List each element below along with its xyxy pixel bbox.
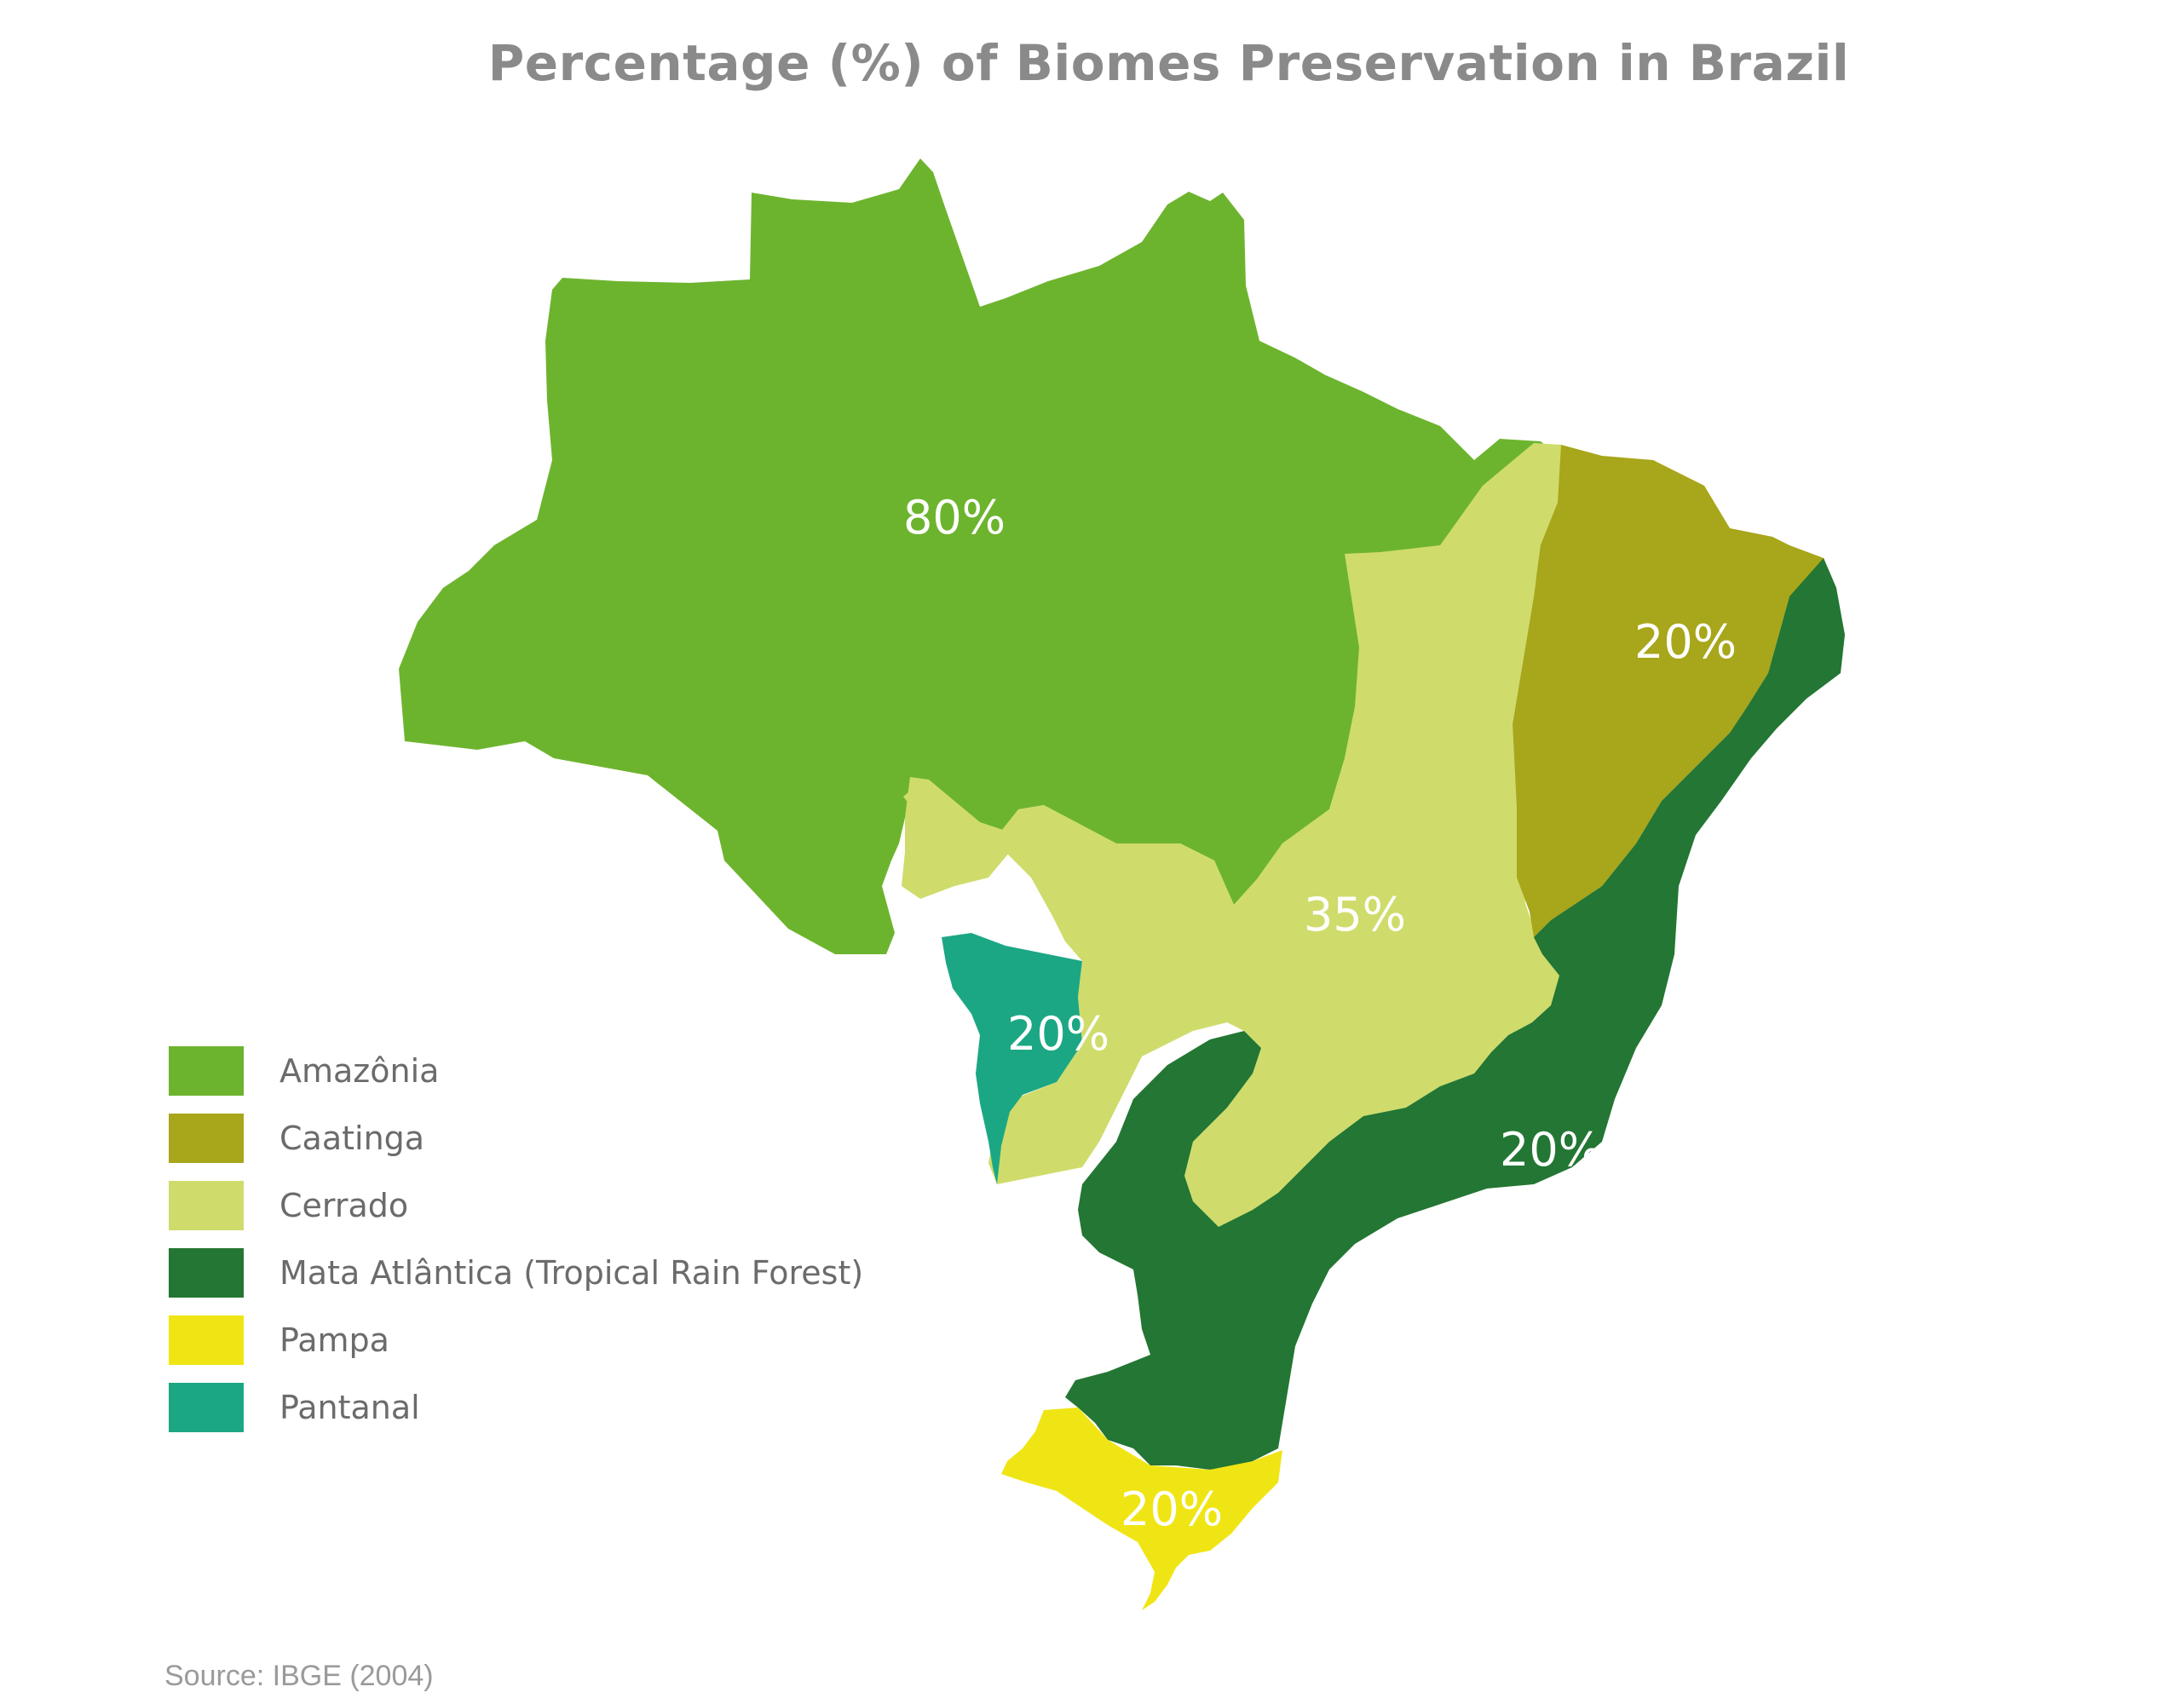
legend-swatch-pampa: [169, 1315, 244, 1365]
legend-label-caatinga: Caatinga: [279, 1120, 425, 1157]
region-pantanal[interactable]: [942, 933, 1082, 1184]
label-amazonia: 80%: [903, 491, 1006, 544]
legend: Amazônia Caatinga Cerrado Mata Atlântica…: [169, 1046, 863, 1450]
label-pantanal: 20%: [1007, 1007, 1109, 1061]
chart-title: Percentage (%) of Biomes Preservation in…: [0, 34, 2184, 92]
legend-label-cerrado: Cerrado: [279, 1187, 409, 1224]
legend-swatch-amazonia: [169, 1046, 244, 1096]
legend-swatch-mata-atlantica: [169, 1248, 244, 1298]
label-mata-atlantica: 20%: [1500, 1123, 1602, 1177]
legend-item-cerrado[interactable]: Cerrado: [169, 1181, 863, 1230]
region-amazonia[interactable]: [399, 158, 1568, 954]
chart-title-text: Percentage (%) of Biomes Preservation in…: [487, 34, 1850, 92]
legend-label-pampa: Pampa: [279, 1321, 389, 1359]
legend-swatch-cerrado: [169, 1181, 244, 1230]
legend-item-pantanal[interactable]: Pantanal: [169, 1383, 863, 1432]
label-pampa: 20%: [1121, 1482, 1223, 1536]
label-cerrado: 35%: [1304, 888, 1406, 941]
legend-swatch-caatinga: [169, 1114, 244, 1163]
legend-swatch-pantanal: [169, 1383, 244, 1432]
region-cerrado-west[interactable]: [902, 777, 1010, 899]
legend-label-amazonia: Amazônia: [279, 1052, 440, 1090]
region-cerrado[interactable]: [903, 443, 1568, 1227]
source-note: Source: IBGE (2004): [164, 1660, 434, 1692]
legend-item-mata-atlantica[interactable]: Mata Atlântica (Tropical Rain Forest): [169, 1248, 863, 1298]
legend-item-pampa[interactable]: Pampa: [169, 1315, 863, 1365]
legend-label-pantanal: Pantanal: [279, 1389, 420, 1426]
region-mata-atlantica[interactable]: [1065, 558, 1845, 1470]
region-pampa[interactable]: [1001, 1408, 1282, 1610]
legend-item-caatinga[interactable]: Caatinga: [169, 1114, 863, 1163]
legend-label-mata-atlantica: Mata Atlântica (Tropical Rain Forest): [279, 1254, 864, 1292]
region-caatinga[interactable]: [1513, 445, 1836, 937]
legend-item-amazonia[interactable]: Amazônia: [169, 1046, 863, 1096]
label-caatinga: 20%: [1634, 615, 1737, 669]
